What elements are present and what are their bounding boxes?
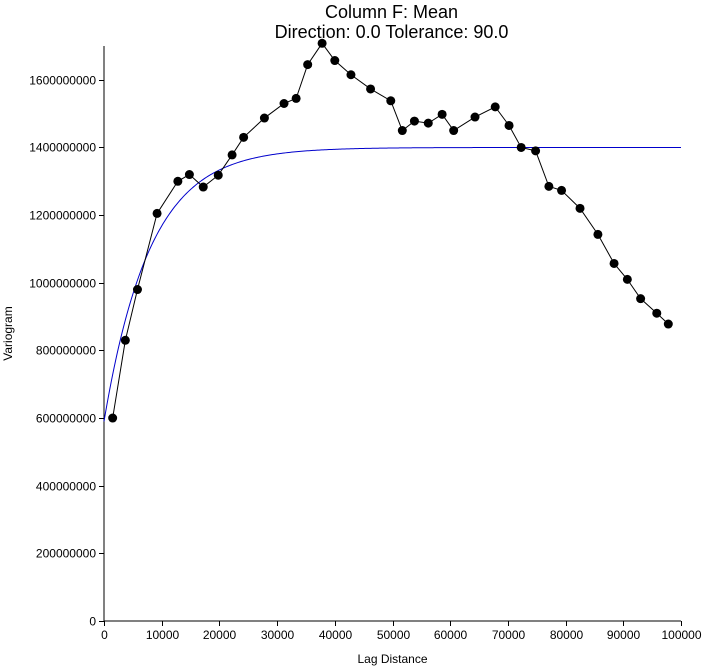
x-tick-label: 20000 [203, 628, 237, 642]
data-point [303, 60, 313, 70]
x-axis-label: Lag Distance [357, 652, 427, 666]
data-point [198, 182, 208, 192]
data-point [366, 84, 376, 94]
chart-subtitle: Direction: 0.0 Tolerance: 90.0 [274, 22, 509, 42]
y-tick-label: 800000000 [36, 344, 96, 358]
data-point [279, 99, 289, 108]
x-tick-label: 60000 [434, 628, 468, 642]
data-point [652, 308, 662, 318]
data-point [409, 116, 419, 126]
data-point [557, 185, 567, 195]
data-point [504, 120, 514, 130]
y-tick-label: 1000000000 [29, 277, 96, 291]
axes: 0 200000000 400000000 600000000 800000000 100… [29, 46, 702, 642]
x-tick-label: 0 [101, 628, 108, 642]
data-point [173, 176, 183, 186]
data-point [227, 150, 237, 160]
data-point [593, 229, 603, 239]
x-tick-label: 90000 [607, 628, 641, 642]
x-tick-label: 100000 [661, 628, 701, 642]
data-point [108, 413, 118, 423]
data-point [152, 208, 162, 218]
data-point [490, 102, 500, 112]
x-tick-label: 40000 [319, 628, 353, 642]
y-tick-label: 0 [89, 615, 96, 629]
data-point [259, 113, 269, 123]
data-point [386, 96, 396, 106]
y-tick-label: 1200000000 [29, 209, 96, 223]
data-point [397, 126, 407, 136]
chart-title: Column F: Mean [324, 2, 459, 22]
data-point [317, 38, 327, 48]
y-tick-label: 1400000000 [29, 141, 96, 155]
data-point [239, 132, 249, 142]
data-point [346, 70, 356, 80]
y-tick-label: 200000000 [36, 547, 96, 561]
model-curve [103, 146, 681, 422]
data-point [291, 93, 301, 103]
data-point [663, 319, 673, 329]
data-point [449, 126, 459, 136]
x-tick-label: 80000 [550, 628, 584, 642]
x-tick-label: 50000 [377, 628, 411, 642]
data-point [531, 146, 541, 156]
data-point [516, 142, 526, 152]
x-tick-label: 10000 [146, 628, 180, 642]
data-point [423, 118, 433, 128]
y-tick-label: 400000000 [36, 480, 96, 494]
data-point [470, 112, 480, 122]
y-tick-label: 600000000 [36, 412, 96, 426]
data-point [622, 274, 632, 284]
data-point [132, 285, 142, 295]
data-point [184, 170, 194, 180]
x-tick-label: 70000 [492, 628, 526, 642]
data-point [575, 203, 585, 213]
y-tick-label: 1600000000 [29, 74, 96, 88]
experimental-layer [108, 38, 673, 423]
data-point [330, 56, 340, 66]
data-point [213, 170, 223, 180]
x-tick-label: 30000 [261, 628, 295, 642]
data-point [609, 258, 619, 268]
data-point [120, 335, 130, 345]
data-point [437, 109, 447, 119]
y-axis-label: Variogram [1, 306, 15, 360]
data-point [636, 294, 646, 304]
data-point [544, 181, 554, 191]
model-layer [103, 146, 681, 422]
